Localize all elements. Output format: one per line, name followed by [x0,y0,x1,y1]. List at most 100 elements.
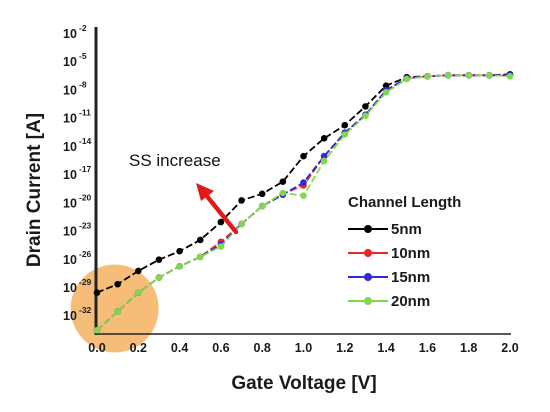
data-point [300,152,307,160]
legend-swatch-marker [364,225,372,233]
y-tick-base: 10 [63,112,77,126]
y-tick: 10 -20 [63,192,92,210]
legend-swatch-marker [364,273,372,281]
data-point [135,289,142,296]
data-point [341,131,349,138]
y-tick-base: 10 [63,168,77,182]
x-tick-label: 2.0 [501,341,518,355]
y-tick-base: 10 [63,225,77,239]
y-tick-base: 10 [63,309,77,323]
data-point [176,247,183,255]
data-point [506,72,514,80]
y-axis-title: Drain Current [A] [24,113,45,267]
data-point [93,326,101,334]
x-tick-label: 0.8 [254,341,271,355]
y-tick-base: 10 [63,196,77,210]
legend: Channel Length 5nm 10nm 15nm 20nm [348,194,461,310]
y-tick-exponent: -2 [79,23,87,33]
x-tick-label: 1.4 [377,341,394,355]
x-tick-label: 0.2 [130,341,147,355]
legend-label: 5nm [391,221,422,238]
data-point [176,262,183,270]
highlight-layer [70,264,159,353]
legend-item-15nm: 15nm [348,269,430,286]
y-tick: 10 -11 [63,108,91,126]
x-tick-label: 1.8 [460,341,477,355]
x-tick-labels: 0.0 0.2 0.4 0.6 0.8 1.0 1.2 1.4 1.6 1.8 2.0 [88,341,518,355]
data-point [444,72,452,79]
y-tick-exponent: -8 [79,79,87,89]
y-tick-base: 10 [63,83,77,97]
data-point [258,190,266,198]
data-point [135,267,142,275]
y-tick-base: 10 [63,55,77,69]
y-tick: 10 -26 [63,249,92,267]
y-tick: 10 -29 [63,277,92,295]
x-tick-label: 0.4 [171,341,188,355]
data-point [362,103,369,110]
y-tick-exponent: -29 [79,277,92,287]
y-tick-base: 10 [63,253,77,267]
y-tick: 10 -14 [63,136,92,154]
x-axis-title: Gate Voltage [V] [231,373,376,394]
legend-item-5nm: 5nm [348,221,422,238]
legend-swatch-marker [364,297,372,305]
legend-label: 20nm [391,293,430,310]
data-point [217,218,225,226]
data-point [424,72,431,80]
data-point [258,202,266,210]
y-tick: 10 -2 [63,23,87,41]
y-tick-exponent: -26 [79,249,92,259]
data-point [93,289,101,296]
y-tick-base: 10 [63,27,77,41]
ss-increase-arrow-icon [196,183,239,235]
axes [94,27,511,335]
x-tick-label: 0.0 [88,341,105,355]
y-tick-exponent: -32 [79,305,92,315]
data-point [279,178,287,185]
data-point [279,189,287,197]
y-tick: 10 -17 [63,164,92,182]
data-point [403,75,411,83]
y-tick: 10 -5 [63,51,87,69]
data-point [382,88,390,96]
data-point [486,72,493,79]
annotation-ss-increase: SS increase [129,151,221,170]
data-point [320,135,328,142]
legend-item-10nm: 10nm [348,245,430,262]
x-tick-label: 1.2 [336,341,353,355]
data-point [155,274,163,281]
data-point [217,243,225,250]
y-tick: 10 -8 [63,79,87,97]
data-point [238,197,245,204]
y-tick: 10 -32 [63,305,92,323]
series-20nm [93,72,514,334]
x-tick-label: 1.0 [295,341,312,355]
y-tick: 10 -23 [63,221,92,239]
data-point [114,308,121,315]
legend-label: 15nm [391,269,430,286]
highlight-circle [70,264,159,353]
y-tick-exponent: -14 [79,136,92,146]
legend-label: 10nm [391,245,430,262]
y-tick-exponent: -5 [79,51,87,61]
y-tick-exponent: -17 [79,164,92,174]
y-tick-base: 10 [63,140,77,154]
y-tick-base: 10 [63,281,77,295]
data-point [320,157,328,165]
data-point [341,121,349,129]
data-point [465,72,473,79]
data-point [196,253,204,261]
data-point [300,179,307,186]
y-tick-exponent: -23 [79,221,92,231]
data-point [362,112,369,120]
data-point [300,192,307,200]
x-tick-label: 0.6 [212,341,229,355]
series-layer [93,71,514,334]
legend-swatch-marker [364,249,372,257]
data-point [382,82,390,89]
data-point [320,152,328,160]
legend-title: Channel Length [348,194,461,211]
